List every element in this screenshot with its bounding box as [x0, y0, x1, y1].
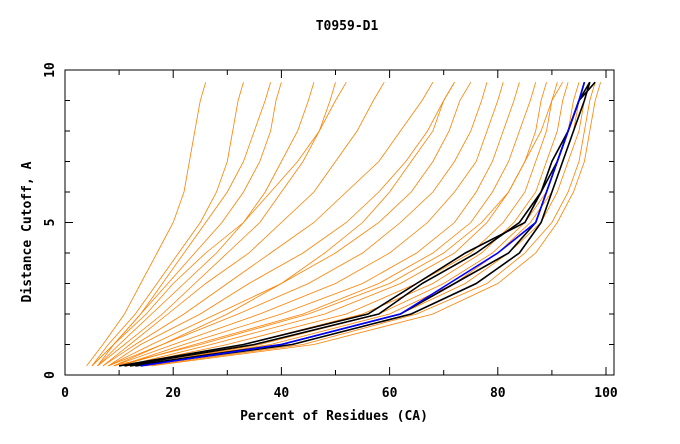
series-line-models-13 — [124, 82, 547, 367]
series-line-models-8 — [108, 81, 472, 367]
series-line-models-24 — [91, 82, 271, 367]
series-line-models-20 — [129, 82, 585, 367]
y-tick-labels: 0 5 10 — [43, 62, 58, 379]
series-line-models-0 — [86, 82, 207, 367]
x-tick-label: 100 — [594, 386, 618, 401]
series-line-models-2 — [97, 82, 282, 367]
series-line-models-14 — [124, 82, 558, 367]
series-line-models-18 — [146, 82, 596, 367]
series-line-models-5 — [102, 81, 385, 367]
y-axis-label: Distance Cutoff, A — [20, 161, 35, 302]
series-line-models-12 — [118, 82, 537, 367]
series-line-models-4 — [91, 81, 347, 367]
series-line-models-22 — [108, 81, 455, 367]
axis-ticks — [64, 69, 614, 376]
y-tick-label: 0 — [43, 371, 58, 379]
y-tick-label: 10 — [43, 62, 58, 78]
series-line-models-23 — [97, 82, 336, 367]
series-line-models-10 — [113, 82, 504, 367]
x-tick-label: 40 — [274, 386, 290, 401]
series-line-models-21 — [113, 81, 564, 367]
series-line-models-9 — [113, 82, 488, 367]
chart-title: T0959-D1 — [316, 19, 379, 34]
series-line-models-15 — [129, 82, 569, 367]
x-axis-label: Percent of Residues (CA) — [240, 409, 428, 424]
x-tick-label: 20 — [165, 386, 181, 401]
x-tick-labels: 0 20 40 60 80 100 — [61, 386, 618, 401]
series-line-models-1 — [91, 82, 244, 367]
x-tick-label: 80 — [490, 386, 506, 401]
series-line-models-7 — [108, 81, 455, 367]
x-tick-label: 0 — [61, 386, 69, 401]
series-line-models-6 — [102, 81, 434, 367]
series-line-models-3 — [97, 82, 315, 367]
x-tick-label: 60 — [382, 386, 398, 401]
series-line-highlight-28 — [135, 81, 591, 367]
y-tick-label: 5 — [43, 219, 58, 227]
curves — [86, 81, 601, 367]
series-line-models-19 — [151, 82, 601, 367]
series-line-best-29 — [140, 81, 586, 367]
series-line-models-11 — [118, 82, 520, 367]
